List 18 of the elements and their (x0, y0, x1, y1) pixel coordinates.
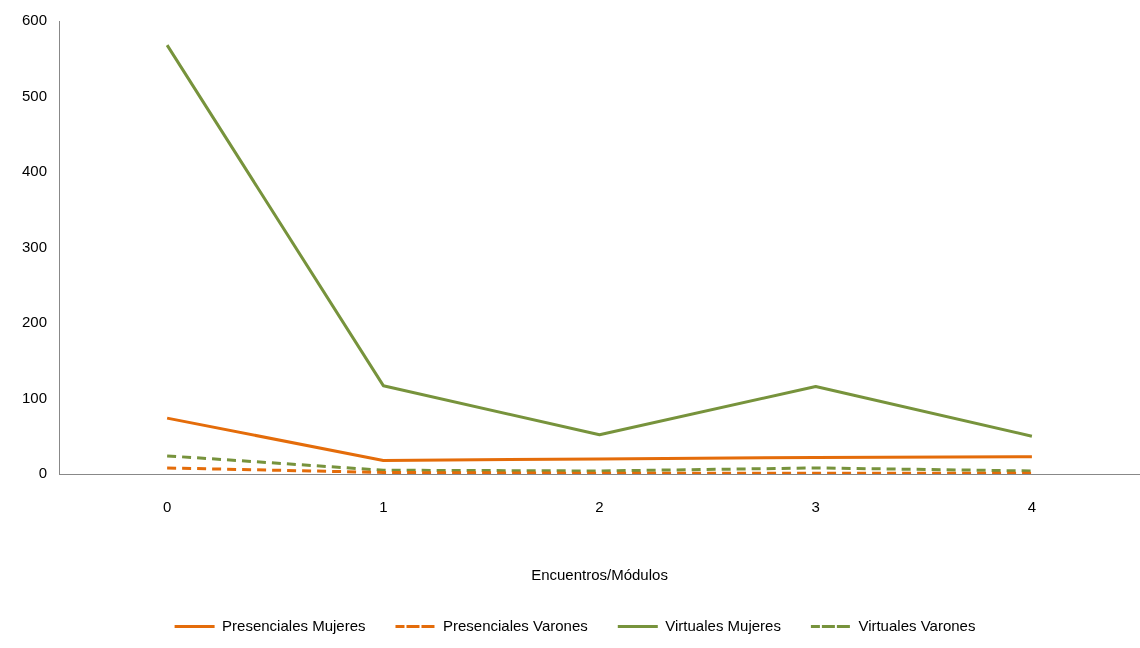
x-tick-label: 0 (162, 498, 172, 516)
y-tick-label: 100 (22, 388, 48, 406)
x-axis-title: Encuentros/Módulos (531, 566, 668, 584)
y-tick-label: 300 (22, 237, 48, 255)
x-tick-label: 1 (379, 498, 388, 516)
y-tick-label: 200 (22, 313, 48, 331)
legend-label: Virtuales Varones (858, 616, 976, 634)
y-tick-label: 600 (22, 11, 48, 29)
y-tick-label: 400 (22, 162, 48, 180)
legend-label: Presenciales Mujeres (222, 616, 366, 634)
x-tick-label: 3 (811, 498, 820, 516)
y-tick-label: 500 (22, 86, 48, 104)
line-series (165, 454, 1034, 473)
legend-label: Virtuales Mujeres (665, 616, 781, 634)
x-tick-label: 2 (595, 498, 604, 516)
legend-label: Presenciales Varones (442, 616, 588, 634)
x-tick-label: 4 (1027, 498, 1037, 516)
y-tick-label: 0 (38, 464, 48, 482)
